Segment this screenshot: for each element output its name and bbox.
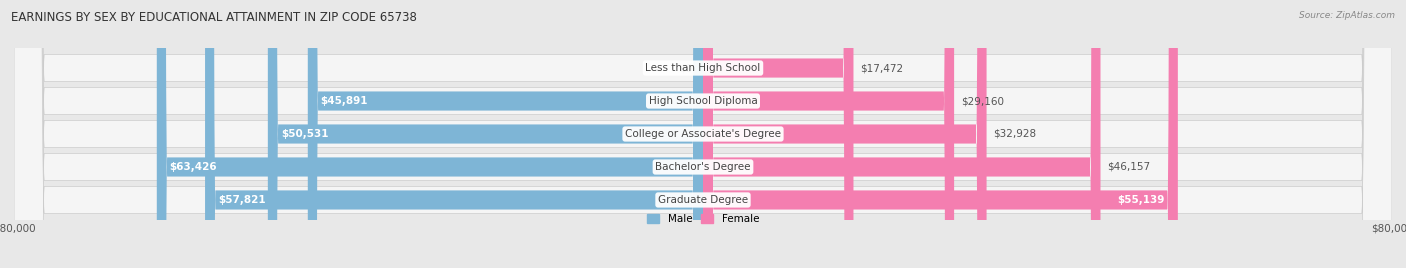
- Text: $46,157: $46,157: [1108, 162, 1150, 172]
- FancyBboxPatch shape: [703, 0, 1101, 268]
- FancyBboxPatch shape: [14, 0, 1392, 268]
- Text: $17,472: $17,472: [860, 63, 904, 73]
- Text: Bachelor's Degree: Bachelor's Degree: [655, 162, 751, 172]
- Text: $0: $0: [679, 63, 693, 73]
- FancyBboxPatch shape: [267, 0, 703, 268]
- Text: Source: ZipAtlas.com: Source: ZipAtlas.com: [1299, 11, 1395, 20]
- Text: $29,160: $29,160: [962, 96, 1004, 106]
- FancyBboxPatch shape: [703, 0, 853, 268]
- FancyBboxPatch shape: [14, 0, 1392, 268]
- Text: Graduate Degree: Graduate Degree: [658, 195, 748, 205]
- Text: $45,891: $45,891: [321, 96, 368, 106]
- Text: $57,821: $57,821: [218, 195, 266, 205]
- FancyBboxPatch shape: [308, 0, 703, 268]
- Text: High School Diploma: High School Diploma: [648, 96, 758, 106]
- Text: $55,139: $55,139: [1118, 195, 1166, 205]
- Legend: Male, Female: Male, Female: [643, 210, 763, 228]
- FancyBboxPatch shape: [205, 0, 703, 268]
- FancyBboxPatch shape: [14, 0, 1392, 268]
- FancyBboxPatch shape: [703, 0, 1178, 268]
- FancyBboxPatch shape: [703, 0, 987, 268]
- FancyBboxPatch shape: [703, 0, 955, 268]
- Text: EARNINGS BY SEX BY EDUCATIONAL ATTAINMENT IN ZIP CODE 65738: EARNINGS BY SEX BY EDUCATIONAL ATTAINMEN…: [11, 11, 418, 24]
- FancyBboxPatch shape: [157, 0, 703, 268]
- Text: $32,928: $32,928: [994, 129, 1036, 139]
- FancyBboxPatch shape: [14, 0, 1392, 268]
- Text: Less than High School: Less than High School: [645, 63, 761, 73]
- Text: $50,531: $50,531: [281, 129, 328, 139]
- Text: College or Associate's Degree: College or Associate's Degree: [626, 129, 780, 139]
- Text: $63,426: $63,426: [170, 162, 218, 172]
- FancyBboxPatch shape: [14, 0, 1392, 268]
